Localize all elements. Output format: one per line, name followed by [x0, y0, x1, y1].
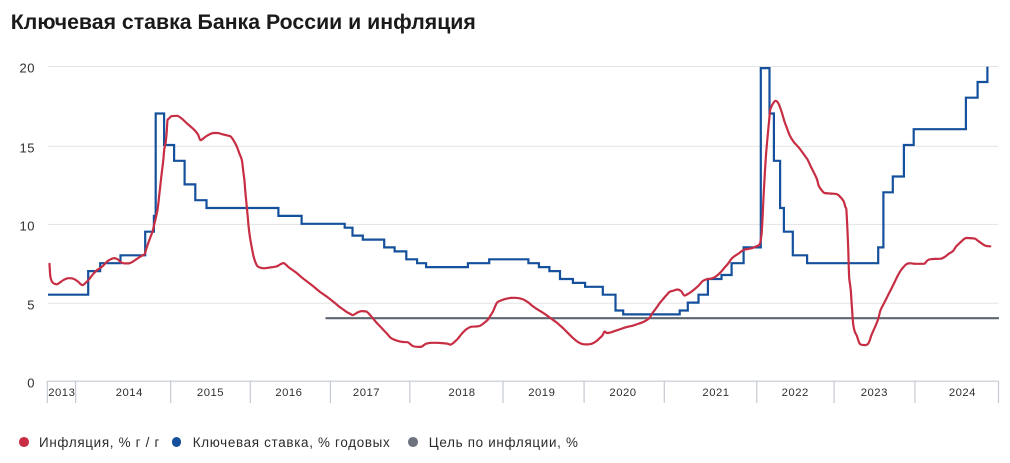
- svg-text:2013: 2013: [48, 387, 75, 399]
- svg-text:2014: 2014: [116, 387, 143, 399]
- svg-text:2021: 2021: [702, 387, 729, 399]
- svg-text:2016: 2016: [275, 387, 302, 399]
- svg-text:2022: 2022: [782, 387, 809, 399]
- svg-text:2020: 2020: [609, 387, 636, 399]
- svg-text:2015: 2015: [197, 387, 224, 399]
- svg-text:2017: 2017: [353, 387, 380, 399]
- svg-text:5: 5: [27, 297, 35, 312]
- svg-text:10: 10: [20, 219, 35, 234]
- svg-text:15: 15: [20, 140, 35, 155]
- svg-text:0: 0: [27, 375, 35, 390]
- svg-text:2023: 2023: [861, 387, 888, 399]
- svg-text:2024: 2024: [949, 387, 976, 399]
- svg-text:20: 20: [20, 61, 35, 76]
- svg-text:2019: 2019: [528, 387, 555, 399]
- svg-text:2018: 2018: [448, 387, 475, 399]
